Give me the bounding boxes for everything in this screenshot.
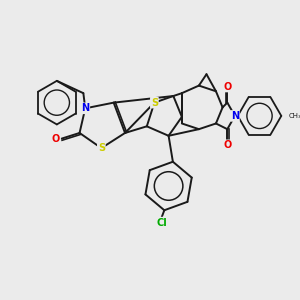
Text: N: N xyxy=(81,103,89,113)
Text: N: N xyxy=(231,111,239,121)
Text: CH₃: CH₃ xyxy=(289,113,300,119)
Text: S: S xyxy=(98,143,105,153)
Text: O: O xyxy=(223,82,231,92)
Text: O: O xyxy=(52,134,60,144)
Text: O: O xyxy=(223,140,231,150)
Text: Cl: Cl xyxy=(156,218,167,228)
Text: S: S xyxy=(151,98,158,108)
